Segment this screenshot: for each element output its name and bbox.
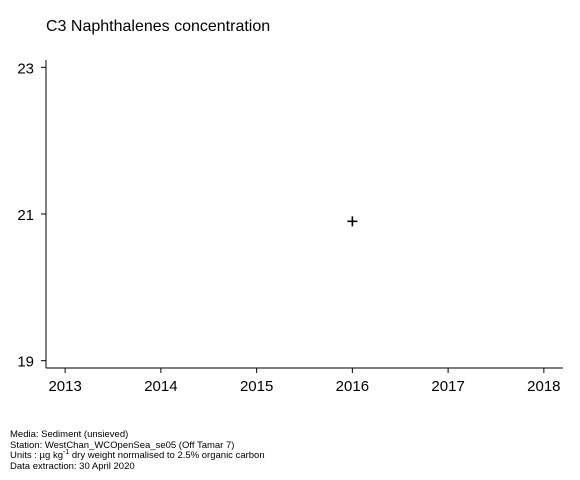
y-tick-label: 21 [17,207,34,224]
x-tick-label: 2017 [431,378,464,395]
chart-footer: Media: Sediment (unsieved) Station: West… [10,429,265,472]
footer-units: Units : µg kg-1 dry weight normalised to… [10,449,265,462]
y-axis-ticks: 19 21 23 [17,60,46,371]
units-prefix: Units : µg kg [10,450,63,461]
x-tick-label: 2014 [144,378,177,395]
x-tick-label: 2015 [240,378,273,395]
chart-title: C3 Naphthalenes concentration [46,18,271,35]
data-point-marker [347,216,358,227]
footer-extraction: Data extraction: 30 April 2020 [10,460,135,472]
footer-station: Station: WestChan_WCOpenSea_se05 (Off Ta… [10,439,235,451]
data-points [347,216,358,227]
units-superscript: -1 [63,449,70,456]
y-tick-label: 19 [17,354,34,371]
units-suffix: dry weight normalised to 2.5% organic ca… [69,450,265,461]
x-tick-label: 2016 [336,378,369,395]
chart-axes [45,60,563,369]
x-tick-label: 2013 [48,378,81,395]
footer-media: Media: Sediment (unsieved) [10,429,129,440]
y-tick-label: 23 [17,60,34,77]
x-tick-label: 2018 [527,378,560,395]
x-axis-ticks: 2013 2014 2015 2016 2017 2018 [48,368,561,395]
